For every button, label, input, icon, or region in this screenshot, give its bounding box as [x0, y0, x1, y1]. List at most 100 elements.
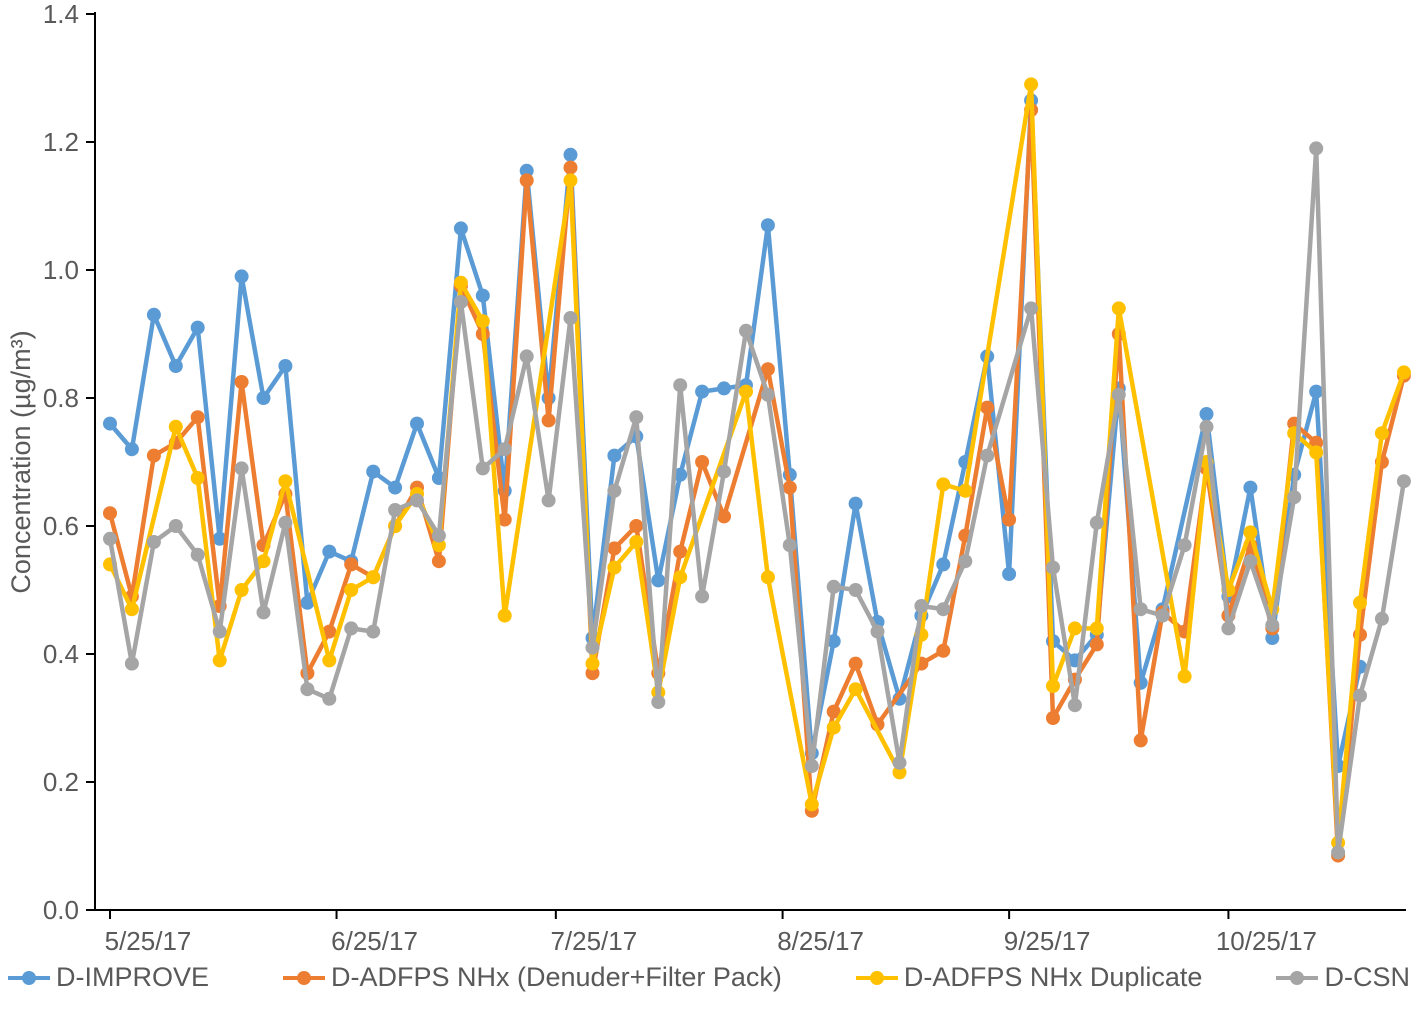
- y-axis-title: Concentration (µg/m³): [6, 330, 36, 593]
- data-point: [1177, 669, 1192, 684]
- data-point: [278, 359, 293, 373]
- data-point: [519, 349, 534, 364]
- data-point: [453, 295, 468, 309]
- data-point: [146, 448, 161, 463]
- data-point: [1199, 407, 1214, 421]
- data-point: [629, 535, 644, 549]
- data-point: [497, 608, 512, 623]
- data-point: [739, 384, 753, 399]
- data-point: [651, 573, 666, 588]
- data-point: [1265, 618, 1280, 633]
- data-point: [388, 503, 403, 517]
- data-point: [475, 288, 490, 303]
- data-point: [848, 682, 863, 697]
- data-point: [1199, 419, 1214, 434]
- legend-label: D-IMPROVE: [56, 962, 210, 992]
- data-point: [519, 163, 534, 178]
- data-point: [256, 391, 271, 405]
- data-point: [344, 583, 359, 597]
- data-point: [168, 519, 183, 533]
- data-point: [848, 656, 863, 671]
- series-d-csn: [103, 141, 1411, 860]
- data-point: [848, 496, 863, 511]
- data-point: [563, 160, 578, 175]
- data-point: [1309, 435, 1324, 450]
- x-tick-label: 6/25/17: [331, 926, 418, 956]
- data-point: [717, 464, 731, 479]
- data-point: [717, 381, 731, 396]
- data-point: [366, 624, 381, 639]
- data-point: [300, 682, 315, 697]
- legend-label: D-CSN: [1324, 962, 1410, 992]
- legend-marker-line-dot-icon: [8, 970, 50, 985]
- data-point: [322, 624, 337, 639]
- data-point: [892, 765, 907, 780]
- data-point: [826, 704, 841, 719]
- data-point: [607, 560, 622, 575]
- data-point: [1374, 611, 1389, 626]
- data-point: [1265, 631, 1280, 645]
- data-point: [168, 419, 183, 434]
- data-point: [1353, 595, 1367, 610]
- data-point: [1002, 512, 1017, 527]
- data-point: [739, 323, 753, 338]
- legend-label: D-ADFPS NHx (Denuder+Filter Pack): [331, 962, 782, 992]
- data-point: [914, 599, 929, 613]
- x-tick-label: 9/25/17: [1004, 926, 1091, 956]
- data-point: [1067, 698, 1082, 713]
- data-point: [1089, 637, 1104, 652]
- x-tick-label: 7/25/17: [550, 926, 637, 956]
- data-point: [826, 634, 841, 649]
- data-point: [563, 147, 578, 162]
- data-point: [453, 221, 468, 236]
- data-point: [1046, 711, 1060, 725]
- data-point: [234, 269, 249, 284]
- data-point: [1309, 384, 1324, 399]
- data-point: [1243, 480, 1258, 495]
- data-point: [1396, 365, 1411, 380]
- data-point: [760, 570, 775, 585]
- data-point: [980, 400, 995, 415]
- data-point: [563, 173, 578, 188]
- y-tick-label: 1.0: [43, 255, 79, 285]
- data-point: [1155, 608, 1170, 623]
- data-point: [585, 640, 600, 655]
- data-point: [673, 570, 688, 585]
- data-point: [431, 538, 446, 553]
- data-point: [1002, 567, 1017, 581]
- data-point: [585, 666, 600, 681]
- data-point: [1089, 621, 1104, 636]
- data-point: [1396, 474, 1411, 489]
- data-point: [1243, 525, 1258, 540]
- data-point: [804, 759, 819, 773]
- data-point: [212, 624, 227, 639]
- data-point: [212, 531, 227, 546]
- data-point: [124, 442, 139, 457]
- data-point: [760, 387, 775, 402]
- data-point: [1353, 688, 1367, 703]
- data-point: [431, 554, 446, 569]
- data-point: [1111, 301, 1126, 316]
- series-d-improve: [103, 93, 1367, 773]
- y-tick-label: 0.6: [43, 511, 79, 541]
- data-point: [278, 515, 293, 530]
- line-chart: 0.0 0.2 0.4 0.6 0.8 1.0 1.2 1.4 5/25/17 6/25/17 7/…: [6, 0, 1411, 956]
- data-point: [366, 570, 381, 585]
- y-tick-label: 0.8: [43, 383, 79, 413]
- y-axis: 0.0 0.2 0.4 0.6 0.8 1.0 1.2 1.4: [43, 0, 95, 925]
- data-point: [168, 359, 183, 373]
- series-line: [107, 98, 1363, 769]
- data-point: [1309, 445, 1324, 460]
- chart-legend: D-IMPROVE D-ADFPS NHx (Denuder+Filter Pa…: [0, 962, 1414, 993]
- data-point: [1243, 554, 1258, 569]
- legend-marker-line-dot-icon: [855, 970, 898, 985]
- data-point: [410, 493, 424, 508]
- data-point: [936, 557, 951, 572]
- data-point: [190, 320, 205, 335]
- data-point: [146, 535, 161, 549]
- y-tick-label: 0.2: [43, 767, 79, 797]
- data-point: [804, 797, 819, 812]
- data-point: [190, 471, 205, 485]
- data-point: [629, 410, 644, 425]
- legend-item-d-improve: D-IMPROVE: [8, 962, 209, 993]
